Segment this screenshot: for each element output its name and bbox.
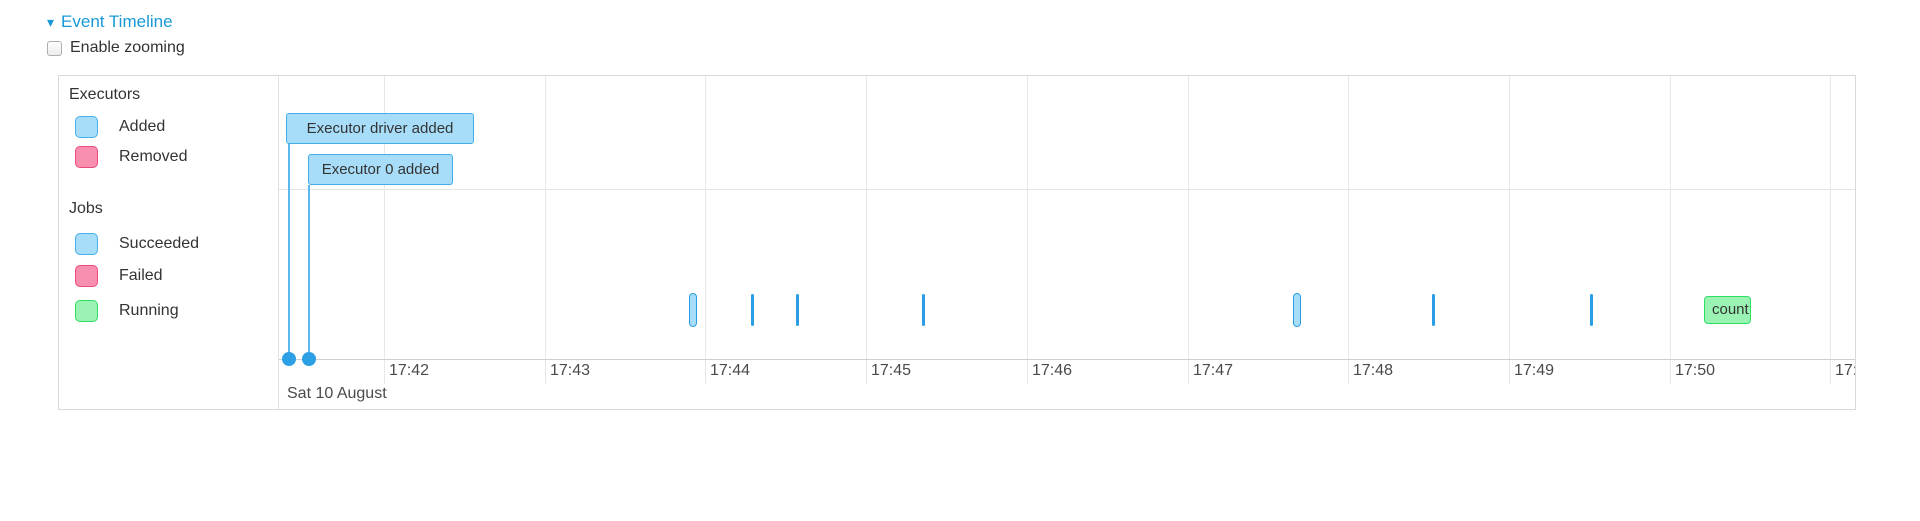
- gridline: [1830, 76, 1831, 384]
- executor-event-line: [308, 185, 310, 359]
- event-timeline-header: ▾ Event Timeline Enable zooming: [47, 12, 185, 56]
- gridline: [1509, 76, 1510, 384]
- legend-label-running: Running: [119, 302, 179, 319]
- executor-event-line: [288, 144, 290, 359]
- legend-swatch-succeeded: [75, 233, 98, 255]
- gridline: [705, 76, 706, 384]
- legend-swatch-failed: [75, 265, 98, 287]
- axis-tick-label: 17:45: [871, 362, 912, 379]
- legend-swatch-running: [75, 300, 98, 322]
- axis-tick-label: 17:46: [1032, 362, 1073, 379]
- group-divider-line: [59, 189, 1855, 190]
- axis-tick-label: 17:47: [1193, 362, 1234, 379]
- timeline-plot[interactable]: 17:42 17:43 17:44 17:45 17:46 17:47 17:48 17:49…: [59, 76, 1855, 409]
- timeline-legend: Executors Added Removed Jobs Succeeded F…: [59, 76, 279, 409]
- axis-tick-label: 17:42: [389, 362, 430, 379]
- legend-group-executors: Executors: [69, 86, 141, 103]
- gridline: [866, 76, 867, 384]
- legend-label-removed: Removed: [119, 148, 188, 165]
- executor-event-box[interactable]: Executor 0 added: [308, 154, 453, 185]
- legend-swatch-added: [75, 116, 98, 138]
- executor-event-box[interactable]: Executor driver added: [286, 113, 474, 144]
- job-event-bar[interactable]: [1590, 294, 1593, 326]
- job-event-bar[interactable]: [922, 294, 925, 326]
- time-axis-line: [59, 359, 1855, 360]
- gridline: [1348, 76, 1349, 384]
- section-title: Event Timeline: [61, 12, 173, 31]
- event-timeline-chart: 17:42 17:43 17:44 17:45 17:46 17:47 17:48 17:49…: [58, 75, 1856, 410]
- legend-label-succeeded: Succeeded: [119, 235, 200, 252]
- gridline: [1670, 76, 1671, 384]
- legend-label-added: Added: [119, 118, 166, 135]
- gridline: [1188, 76, 1189, 384]
- job-event-bar[interactable]: [1293, 293, 1301, 327]
- job-event-bar[interactable]: [1432, 294, 1435, 326]
- executor-event-dot[interactable]: [302, 352, 316, 366]
- axis-date-label: Sat 10 August: [287, 385, 387, 402]
- job-event-bar[interactable]: [689, 293, 697, 327]
- axis-tick-label: 17:49: [1514, 362, 1555, 379]
- enable-zooming-label: Enable zooming: [70, 39, 185, 56]
- running-job-badge[interactable]: count: [1704, 296, 1751, 324]
- event-timeline-toggle[interactable]: ▾ Event Timeline: [47, 12, 173, 32]
- executor-event-dot[interactable]: [282, 352, 296, 366]
- legend-group-jobs: Jobs: [69, 200, 103, 217]
- axis-tick-label: 17:51: [1835, 362, 1855, 379]
- enable-zooming-checkbox[interactable]: [47, 40, 62, 56]
- job-event-bar[interactable]: [751, 294, 754, 326]
- collapse-caret-icon: ▾: [47, 14, 55, 30]
- axis-tick-label: 17:44: [710, 362, 751, 379]
- axis-tick-label: 17:43: [550, 362, 591, 379]
- gridline: [384, 76, 385, 384]
- axis-tick-label: 17:48: [1353, 362, 1394, 379]
- gridline: [545, 76, 546, 384]
- axis-tick-label: 17:50: [1675, 362, 1716, 379]
- legend-label-failed: Failed: [119, 267, 163, 284]
- legend-swatch-removed: [75, 146, 98, 168]
- gridline: [1027, 76, 1028, 384]
- job-event-bar[interactable]: [796, 294, 799, 326]
- enable-zooming-row: Enable zooming: [47, 39, 185, 57]
